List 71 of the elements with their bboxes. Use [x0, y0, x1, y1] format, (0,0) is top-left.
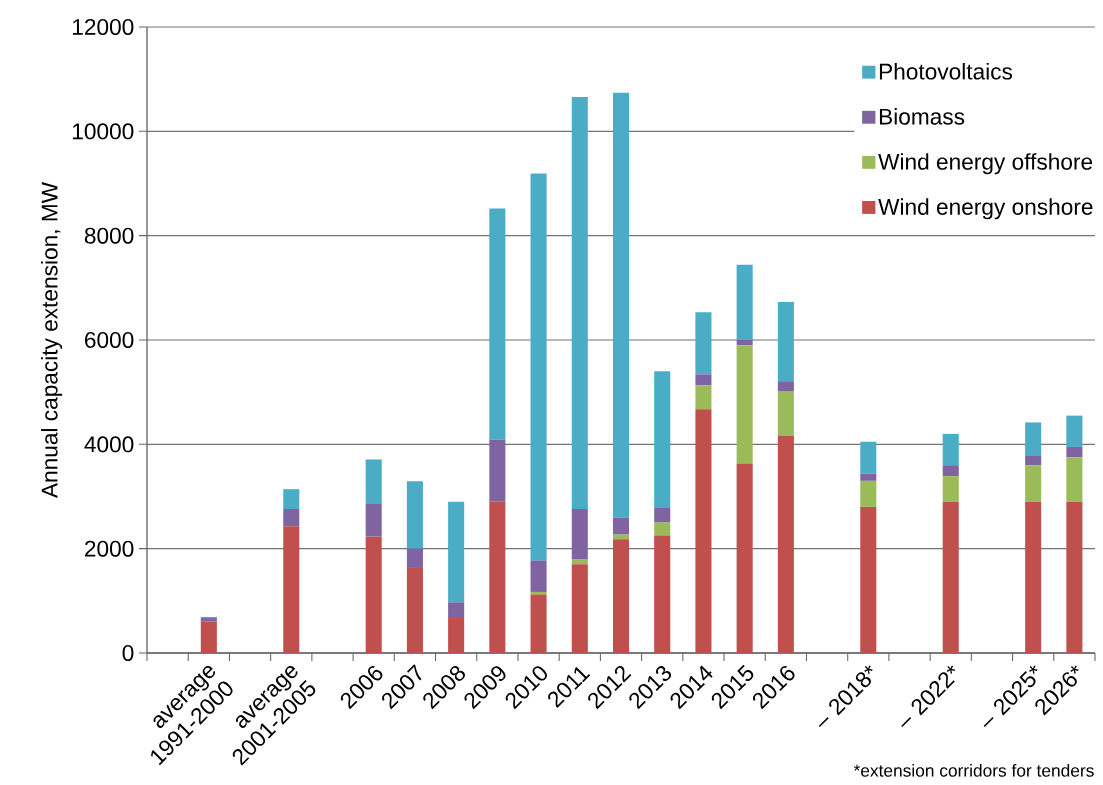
bar	[1066, 446, 1083, 458]
bar	[654, 507, 671, 523]
bar	[1025, 455, 1042, 466]
bar	[489, 501, 506, 653]
y-tick-label: 6000	[85, 331, 134, 349]
bar	[860, 473, 877, 481]
bar	[654, 522, 671, 536]
bar	[406, 567, 423, 653]
bar	[736, 264, 753, 340]
bar	[448, 602, 465, 619]
bar	[612, 539, 630, 653]
y-tick-label: 8000	[84, 227, 134, 244]
bar	[406, 481, 423, 549]
bar	[365, 459, 382, 504]
bar	[695, 409, 712, 653]
bar	[365, 503, 382, 537]
y-tick-label: 2000	[85, 540, 134, 557]
bar	[283, 509, 300, 527]
y-tick-label: 4000	[84, 436, 134, 453]
bar	[1025, 422, 1042, 456]
legend-label: Photovoltaics	[879, 62, 1013, 80]
bar	[530, 594, 547, 653]
legend-label: Wind energy onshore	[878, 198, 1093, 220]
bar	[736, 339, 753, 346]
bar	[571, 509, 588, 560]
bar	[942, 501, 959, 653]
legend-label: Wind energy offshore	[878, 153, 1093, 175]
y-tick-label: 10000	[73, 123, 134, 140]
bar	[654, 371, 671, 508]
bar	[448, 501, 465, 603]
bar	[489, 208, 506, 440]
bar	[942, 465, 959, 477]
bar	[860, 480, 877, 507]
bar	[777, 391, 794, 436]
bar	[612, 92, 630, 518]
text: *extension corridors for tenders	[853, 763, 1094, 777]
bar	[695, 385, 712, 410]
bar	[365, 536, 382, 653]
bar	[200, 621, 217, 653]
legend-label: Biomass	[879, 108, 965, 125]
bar	[736, 463, 753, 653]
bar	[860, 506, 877, 653]
bar	[612, 517, 630, 535]
bar	[283, 489, 300, 510]
bar	[283, 526, 300, 653]
bar	[489, 439, 506, 502]
bar	[1066, 415, 1083, 447]
bar	[571, 564, 588, 653]
bar	[942, 476, 959, 502]
y-tick-label: 0	[122, 644, 134, 662]
bar	[777, 301, 794, 382]
bar	[1025, 501, 1042, 653]
bar	[1066, 501, 1083, 653]
bar	[1025, 465, 1042, 502]
bar	[571, 96, 588, 510]
bar	[530, 591, 547, 595]
y-tick-label: 12000	[73, 18, 134, 36]
bar	[695, 374, 712, 386]
bar	[530, 173, 547, 561]
bar	[777, 381, 794, 392]
bar	[530, 560, 547, 592]
bar	[860, 441, 877, 474]
y-axis-title: Annual capacity extension, MW	[40, 182, 63, 499]
bar	[406, 548, 423, 568]
bar	[1066, 457, 1083, 502]
bar	[448, 618, 465, 653]
bar	[942, 433, 959, 466]
bar	[654, 535, 671, 653]
bar	[695, 312, 712, 375]
bar	[736, 345, 753, 464]
bar	[777, 435, 794, 653]
